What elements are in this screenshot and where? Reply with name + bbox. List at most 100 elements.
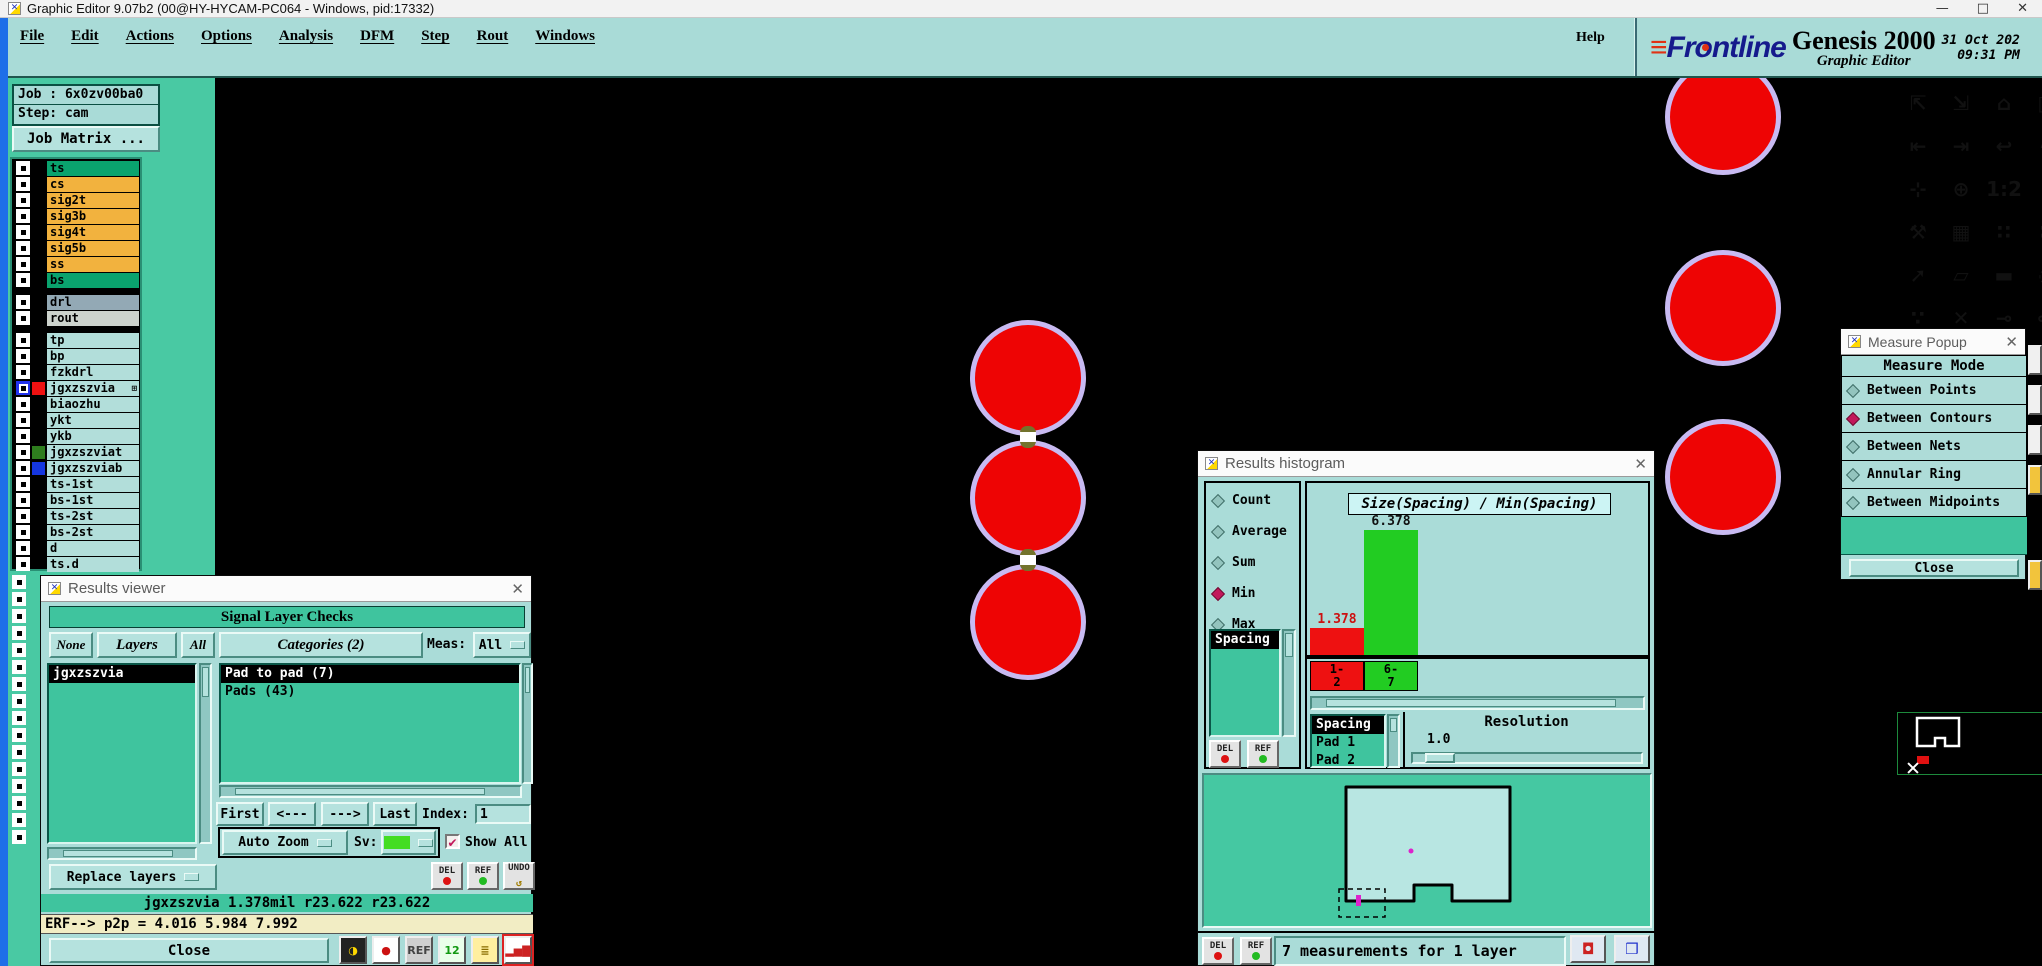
job-matrix-button[interactable]: Job Matrix ...: [12, 126, 160, 152]
toolbar-button[interactable]: 1:2: [1984, 169, 2024, 209]
footer-icon-button[interactable]: ❒: [1614, 935, 1650, 963]
layer-checkbox[interactable]: [16, 509, 30, 523]
layer-name[interactable]: jgxzszviab⊞: [47, 460, 139, 476]
layer-row[interactable]: sig4t⊞: [13, 224, 139, 240]
toolbar-button[interactable]: ⚒: [1898, 212, 1938, 252]
clipped-toolbar-icon[interactable]: [2028, 465, 2042, 495]
layer-checkbox[interactable]: [12, 796, 26, 810]
toolbar-button[interactable]: ∵: [1898, 298, 1938, 338]
layer-checkbox[interactable]: [12, 643, 26, 657]
board-preview[interactable]: [1202, 773, 1652, 928]
layer-checkbox[interactable]: [16, 429, 30, 443]
measure-mode-option[interactable]: Annular Ring: [1841, 461, 2027, 489]
pad[interactable]: [970, 440, 1086, 556]
toolbar-button[interactable]: ⊶: [2027, 298, 2042, 338]
clipped-toolbar-icon[interactable]: [2028, 385, 2042, 415]
layer-checkbox[interactable]: [16, 365, 30, 379]
measurement-marker[interactable]: [1020, 426, 1036, 448]
layer-checkbox[interactable]: [16, 257, 30, 271]
bin-label[interactable]: 1- 2: [1310, 661, 1364, 691]
category-item[interactable]: Pads (43): [225, 684, 296, 699]
layer-name[interactable]: sig2t⊞: [47, 192, 139, 208]
layer-checkbox[interactable]: [16, 477, 30, 491]
measure-mode-option[interactable]: Between Points: [1841, 377, 2027, 405]
menu-item[interactable]: Step: [421, 28, 450, 44]
viewer-icon-button[interactable]: ●: [372, 936, 400, 964]
toolbar-button[interactable]: ⇱: [1898, 83, 1938, 123]
layer-name[interactable]: cs⊞: [47, 176, 139, 192]
layer-name[interactable]: bs-2st⊞: [47, 524, 139, 540]
layer-checkbox[interactable]: [16, 177, 30, 191]
index-input[interactable]: [475, 804, 531, 824]
viewer-icon-button[interactable]: 12: [438, 936, 466, 964]
histogram-titlebar[interactable]: ✕ Results histogram ✕: [1198, 451, 1654, 477]
pad[interactable]: [1665, 78, 1781, 175]
layer-checkbox[interactable]: [12, 728, 26, 742]
field-scrollbar[interactable]: [1387, 714, 1400, 768]
layer-checkbox[interactable]: [12, 762, 26, 776]
pad[interactable]: [1665, 419, 1781, 535]
layer-row[interactable]: d⊞: [13, 540, 139, 556]
layer-checkbox[interactable]: [16, 541, 30, 555]
layer-row[interactable]: jgxzszviab⊞: [13, 460, 139, 476]
menu-item[interactable]: DFM: [360, 28, 395, 44]
bar[interactable]: [1364, 530, 1418, 655]
toolbar-button[interactable]: ⊸: [1984, 298, 2024, 338]
prev-button[interactable]: <---: [268, 802, 316, 826]
last-button[interactable]: Last: [373, 802, 417, 826]
layer-checkbox[interactable]: [16, 311, 30, 325]
resolution-slider[interactable]: [1411, 752, 1643, 764]
layer-checkbox[interactable]: [16, 381, 30, 395]
layer-checkbox[interactable]: [16, 525, 30, 539]
measure-item[interactable]: Spacing: [1211, 631, 1279, 649]
layer-checkbox[interactable]: [12, 694, 26, 708]
action-button[interactable]: DEL: [1202, 937, 1234, 965]
toolbar-button[interactable]: ▦: [1941, 212, 1981, 252]
category-scrollbar[interactable]: [522, 663, 533, 784]
layer-checkbox[interactable]: [12, 592, 26, 606]
pad[interactable]: [970, 320, 1086, 436]
layer-name[interactable]: drl⊞: [47, 294, 139, 310]
measurement-marker[interactable]: [1020, 549, 1036, 571]
layer-checkbox[interactable]: [16, 295, 30, 309]
menu-help[interactable]: Help: [1576, 30, 1605, 45]
overview-box[interactable]: [1897, 712, 2042, 775]
layer-row[interactable]: ykt⊞: [13, 412, 139, 428]
layer-name[interactable]: sig3b⊞: [47, 208, 139, 224]
layer-checkbox[interactable]: [12, 830, 26, 844]
clipped-toolbar-icon[interactable]: [2028, 345, 2042, 375]
layer-name[interactable]: ykb⊞: [47, 428, 139, 444]
result-layer-item[interactable]: jgxzszvia: [49, 665, 195, 683]
replace-layers-dropdown[interactable]: Replace layers: [49, 864, 217, 890]
layer-checkbox[interactable]: [12, 677, 26, 691]
close-icon[interactable]: ✕: [511, 579, 524, 598]
field-item[interactable]: Pad 1: [1316, 735, 1356, 750]
layer-checkbox[interactable]: [16, 461, 30, 475]
bin-label[interactable]: 6- 7: [1364, 661, 1418, 691]
close-button[interactable]: Close: [49, 938, 329, 963]
layer-list-scrollbar[interactable]: [199, 663, 212, 844]
layer-row[interactable]: bs-2st⊞: [13, 524, 139, 540]
layer-name[interactable]: ykt⊞: [47, 412, 139, 428]
layer-checkbox[interactable]: [12, 813, 26, 827]
layer-checkbox[interactable]: [12, 660, 26, 674]
toolbar-button[interactable]: ◫: [2027, 83, 2042, 123]
layer-checkbox[interactable]: [16, 161, 30, 175]
layer-checkbox[interactable]: [16, 349, 30, 363]
layer-checkbox[interactable]: [16, 225, 30, 239]
toolbar-button[interactable]: ◌: [2027, 255, 2042, 295]
layer-name[interactable]: tp⊞: [47, 332, 139, 348]
stat-radio[interactable]: Average: [1210, 524, 1287, 539]
layer-checkbox[interactable]: [16, 445, 30, 459]
layer-checkbox[interactable]: [12, 575, 26, 589]
bar[interactable]: [1310, 628, 1364, 655]
field-item[interactable]: Pad 2: [1316, 753, 1356, 768]
toolbar-button[interactable]: ✕: [1941, 298, 1981, 338]
layer-row[interactable]: bp⊞: [13, 348, 139, 364]
layer-checkbox[interactable]: [16, 241, 30, 255]
viewer-icon-button[interactable]: ≣: [471, 936, 499, 964]
toolbar-button[interactable]: ⊹: [1898, 169, 1938, 209]
toolbar-button[interactable]: ∿: [2027, 126, 2042, 166]
layer-row[interactable]: ts.d⊞: [13, 556, 139, 572]
layer-name[interactable]: bs⊞: [47, 272, 139, 288]
